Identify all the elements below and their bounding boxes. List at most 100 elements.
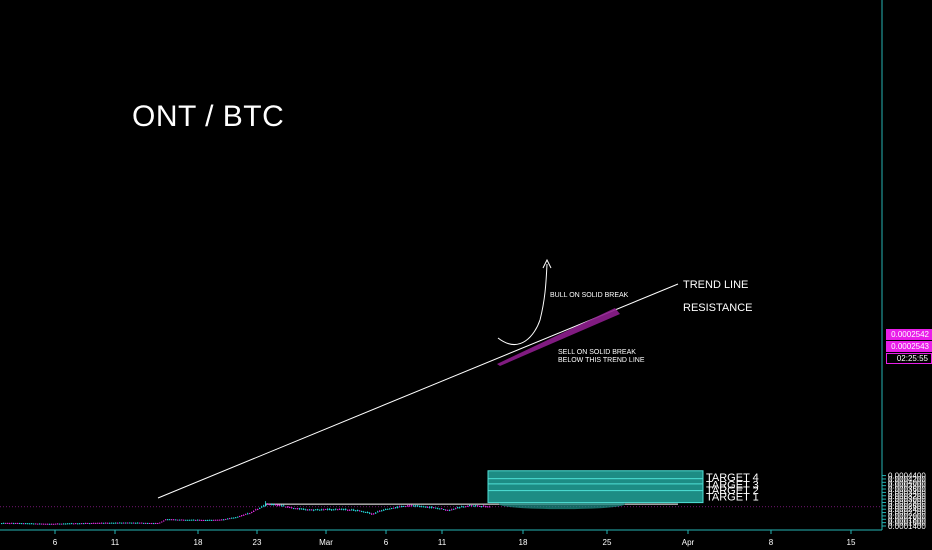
sell-note-line-2: BELOW THIS TREND LINE (558, 357, 645, 364)
y-tick-label: 0.0002400 (888, 505, 926, 514)
y-tick-label: 0.0001800 (888, 515, 926, 524)
candle-body (349, 509, 351, 511)
candle-body (185, 519, 187, 521)
candle-body (83, 523, 85, 525)
candle-body (259, 507, 261, 509)
candle-body (263, 505, 265, 507)
x-tick-label: 11 (438, 538, 447, 547)
candle-body (21, 523, 23, 525)
candle-body (343, 508, 345, 510)
candle-body (117, 522, 119, 524)
candle-body (385, 509, 387, 511)
candle-body (279, 504, 281, 506)
candle-body (147, 522, 149, 524)
candle-body (229, 518, 231, 520)
candle-body (85, 523, 87, 525)
candle-body (267, 503, 269, 505)
candle-body (65, 523, 67, 525)
candle-body (3, 522, 5, 524)
candle-body (159, 522, 161, 524)
candle-body (291, 507, 293, 509)
candle-body (305, 509, 307, 511)
candle-body (277, 504, 279, 506)
candle-body (139, 522, 141, 524)
countdown-badge: 02:25:55 (886, 353, 932, 364)
candle-body (275, 504, 277, 506)
candle-body (201, 519, 203, 521)
candle-body (273, 504, 275, 506)
candle-body (15, 522, 17, 524)
target-box (487, 490, 704, 504)
candle-body (119, 522, 121, 524)
candle-body (423, 506, 425, 508)
candle-body (417, 505, 419, 507)
candle-body (63, 523, 65, 525)
candle-body (203, 519, 205, 521)
candle-body (353, 509, 355, 511)
candle-body (175, 519, 177, 521)
candle-body (461, 506, 463, 508)
candle-body (5, 522, 7, 524)
candle-body (485, 506, 487, 508)
candle-body (107, 522, 109, 524)
candle-body (225, 518, 227, 520)
candle-body (453, 508, 455, 510)
x-tick-label: Mar (319, 538, 333, 547)
candle-body (341, 508, 343, 510)
candle-body (221, 519, 223, 521)
candle-body (143, 522, 145, 524)
candle-body (219, 519, 221, 521)
candle-body (443, 509, 445, 511)
candle-body (197, 519, 199, 521)
candle-body (289, 506, 291, 508)
candle-body (327, 508, 329, 510)
candle-body (163, 520, 165, 522)
candle-body (329, 508, 331, 511)
candle-body (131, 522, 133, 524)
target-label: TARGET 4 (706, 472, 759, 484)
candle-body (357, 509, 359, 512)
candle-body (469, 505, 471, 507)
candle-body (45, 523, 47, 525)
candle-body (187, 519, 189, 521)
candle-body (179, 519, 181, 521)
candle-body (247, 513, 249, 515)
candle-body (91, 523, 93, 525)
candle-body (333, 509, 335, 511)
candle-body (49, 523, 51, 525)
candle-body (123, 522, 125, 524)
candle-body (373, 513, 375, 515)
candle-body (135, 522, 137, 524)
candle-body (105, 522, 107, 524)
y-tick-label: 0.0002000 (888, 512, 926, 521)
candle-body (233, 517, 235, 519)
candle-body (463, 506, 465, 508)
candle-body (487, 506, 489, 508)
x-tick-label: 6 (384, 538, 389, 547)
candle-body (311, 509, 313, 511)
candle-body (51, 523, 53, 525)
candle-body (89, 523, 91, 525)
candle-body (339, 508, 341, 510)
candle-body (455, 508, 457, 510)
candle-body (295, 508, 297, 510)
candle-body (7, 522, 9, 524)
candle-body (189, 519, 191, 521)
candle-body (371, 513, 373, 515)
candle-body (31, 523, 33, 525)
candle-body (381, 510, 383, 512)
candle-body (457, 507, 459, 509)
candle-body (393, 507, 395, 509)
candle-body (215, 519, 217, 521)
x-tick-label: 8 (769, 538, 774, 547)
sell-note-line-1: SELL ON SOLID BREAK (558, 349, 636, 356)
last-price-badge: 0.0002542 (886, 329, 932, 340)
candle-body (13, 523, 15, 525)
candle-body (217, 519, 219, 521)
candle-body (77, 523, 79, 525)
candle-body (307, 509, 309, 511)
y-tick-label: 0.0001600 (888, 519, 926, 528)
candle-body (87, 522, 89, 524)
candle-body (59, 523, 61, 525)
